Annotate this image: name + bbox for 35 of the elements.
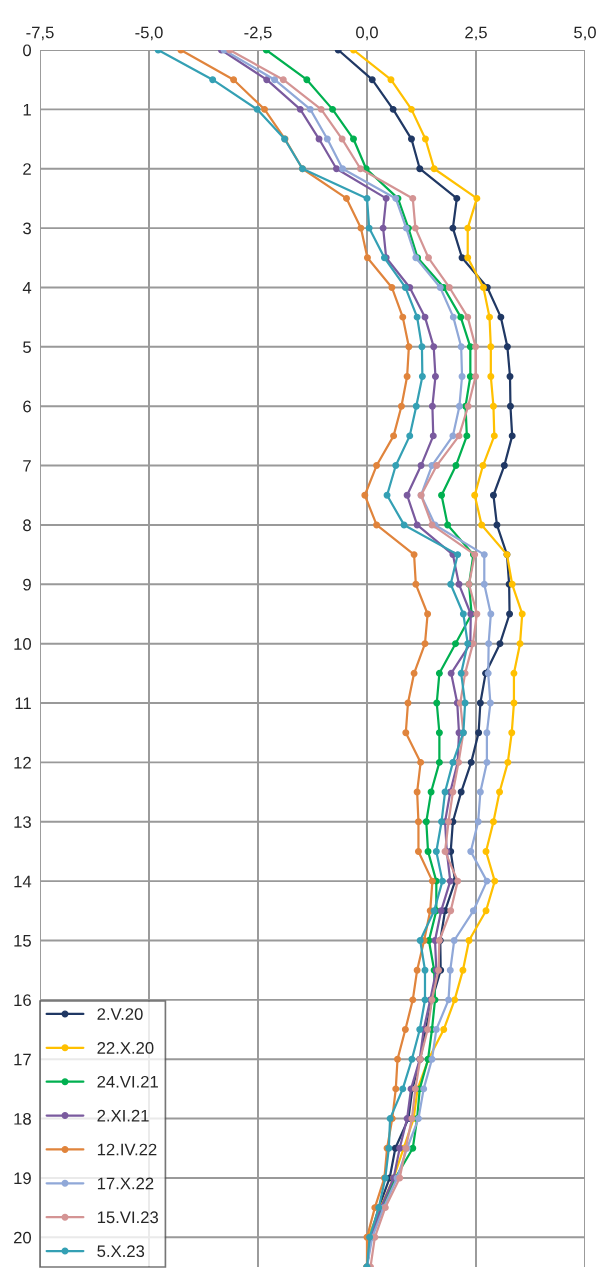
legend-label: 5.X.23 (97, 1245, 145, 1258)
y-tick-label: 6 (23, 400, 31, 413)
y-tick-label: 4 (22, 282, 32, 294)
y-tick-label: 11 (15, 697, 31, 710)
legend-label: 2.XI.21 (97, 1109, 149, 1122)
x-tick-label: 5,0 (574, 26, 596, 41)
y-tick-label: 13 (14, 816, 31, 828)
y-tick-label: 14 (14, 875, 32, 888)
y-tick-label: 1 (23, 103, 31, 116)
y-tick-label: 10 (14, 638, 32, 650)
legend-label: 17.X.22 (97, 1177, 154, 1190)
legend-label: 15.VI.23 (97, 1211, 159, 1224)
legend-label: 2.V.20 (97, 1008, 143, 1020)
x-tick-label: 2,5 (465, 26, 487, 41)
legend-label: 12.IV.22 (97, 1143, 157, 1156)
x-tick-label: -5,0 (135, 26, 163, 41)
x-tick-label: 0,0 (356, 26, 378, 41)
y-tick-label: 15 (14, 935, 31, 947)
y-tick-label: 16 (14, 994, 31, 1007)
y-tick-label: 17 (14, 1053, 31, 1066)
x-tick-label: -7,5 (26, 26, 54, 41)
y-tick-label: 5 (23, 341, 31, 354)
y-tick-label: 3 (23, 222, 31, 235)
y-tick-label: 12 (14, 756, 31, 769)
legend-label: 22.X.20 (97, 1042, 154, 1054)
y-tick-label: 2 (23, 163, 31, 175)
y-tick-label: 9 (23, 578, 31, 591)
legend-label: 24.VI.21 (97, 1075, 158, 1088)
y-tick-label: 20 (13, 1231, 32, 1244)
y-tick-label: 0 (23, 44, 32, 57)
y-tick-label: 7 (23, 460, 31, 472)
x-tick-label: -2,5 (244, 26, 272, 41)
y-tick-label: 18 (14, 1112, 31, 1125)
y-tick-label: 8 (23, 519, 31, 532)
y-tick-label: 19 (14, 1172, 31, 1185)
